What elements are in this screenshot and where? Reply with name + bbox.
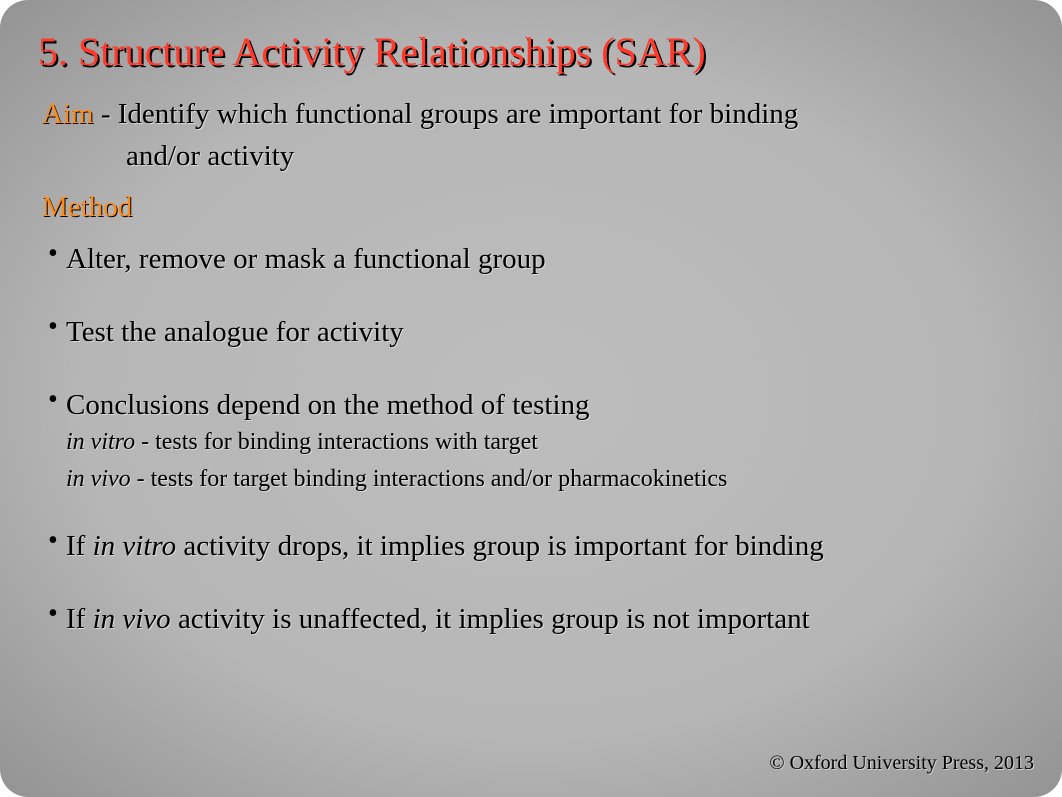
aim-text-line2: and/or activity — [42, 135, 294, 177]
post: activity drops, it implies group is impo… — [176, 530, 824, 562]
copyright-footer: © Oxford University Press, 2013 — [769, 752, 1034, 775]
bullet-text: Alter, remove or mask a functional group — [66, 243, 546, 275]
method-section: Method — [42, 191, 1032, 224]
sub-line: in vitro - tests for binding interaction… — [66, 426, 1032, 458]
aim-dash: - — [94, 98, 118, 130]
list-item: Conclusions depend on the method of test… — [46, 388, 1032, 496]
bullet-list: Alter, remove or mask a functional group… — [36, 242, 1032, 637]
list-item: Alter, remove or mask a functional group — [46, 242, 1032, 277]
sub-rest: - tests for binding interactions with ta… — [135, 429, 538, 455]
aim-label: Aim — [42, 98, 94, 130]
sub-rest: - tests for target binding interactions … — [131, 466, 728, 492]
pre: If — [66, 603, 93, 635]
sub-line: in vivo - tests for target binding inter… — [66, 463, 1032, 495]
method-label: Method — [42, 191, 132, 223]
list-item: Test the analogue for activity — [46, 315, 1032, 350]
bullet-text: If in vivo activity is unaffected, it im… — [66, 603, 810, 635]
slide-title: 5. Structure Activity Relationships (SAR… — [36, 28, 1032, 75]
italic-term: in vitro — [93, 530, 177, 562]
italic-term: in vivo — [93, 603, 171, 635]
list-item: If in vivo activity is unaffected, it im… — [46, 602, 1032, 637]
list-item: If in vitro activity drops, it implies g… — [46, 529, 1032, 564]
bullet-text: If in vitro activity drops, it implies g… — [66, 530, 824, 562]
post: activity is unaffected, it implies group… — [171, 603, 810, 635]
sub-italic: in vitro — [66, 429, 135, 455]
aim-text-line1: Identify which functional groups are imp… — [118, 98, 799, 130]
aim-section: Aim - Identify which functional groups a… — [42, 93, 1032, 177]
bullet-text: Test the analogue for activity — [66, 316, 404, 348]
sub-italic: in vivo — [66, 466, 131, 492]
bullet-text: Conclusions depend on the method of test… — [66, 389, 590, 421]
pre: If — [66, 530, 93, 562]
slide: 5. Structure Activity Relationships (SAR… — [0, 0, 1062, 797]
